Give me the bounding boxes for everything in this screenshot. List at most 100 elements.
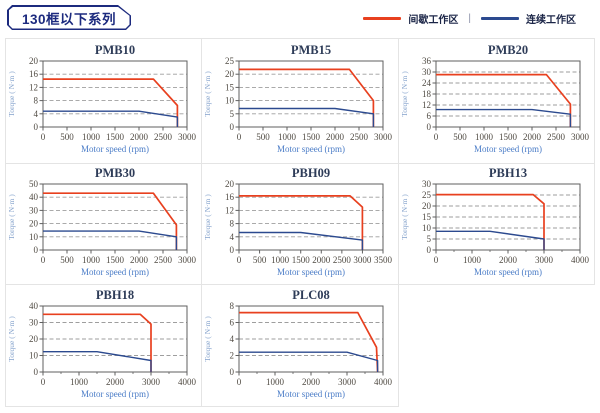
y-tick-label: 40 [29, 301, 39, 311]
x-tick-label: 1500 [106, 255, 125, 265]
x-tick-label: 3000 [535, 255, 554, 265]
y-axis-label: Torque ( N·m ) [7, 194, 16, 240]
continuous-zone-line [239, 107, 375, 127]
plot-border [238, 60, 384, 128]
y-tick-label: 20 [225, 179, 235, 189]
y-tick-label: 20 [29, 56, 39, 66]
chart-svg-pmb10: PMB10 0 4 8 12 16 20 0 500 1000 1500 2000 2500 3000 Mo… [7, 43, 197, 154]
page-title: 130框以下系列 [21, 11, 117, 27]
x-tick-label: 2500 [333, 255, 352, 265]
y-tick-label: 30 [29, 317, 39, 327]
x-tick-label: 3000 [338, 377, 357, 387]
page-header: 130框以下系列 间歇工作区 | 连续工作区 [0, 0, 600, 38]
y-tick-label: 8 [230, 301, 235, 311]
x-tick-label: 2500 [350, 132, 369, 142]
intermittent-zone-line [43, 192, 178, 250]
y-tick-label: 20 [225, 69, 235, 79]
chart-svg-pmb15: PMB15 0 5 10 15 20 25 0 500 1000 1500 2000 2500 3000 M… [203, 43, 393, 154]
chart-cell-pmb15: PMB15 0 5 10 15 20 25 0 500 1000 1500 2000 2500 3000 M… [202, 39, 399, 164]
x-tick-label: 0 [237, 132, 242, 142]
y-tick-label: 10 [422, 223, 432, 233]
y-tick-label: 36 [422, 56, 432, 66]
continuous-zone-line [43, 230, 178, 250]
y-tick-label: 30 [422, 67, 432, 77]
x-tick-label: 2000 [130, 255, 149, 265]
legend-label-intermittent: 间歇工作区 [408, 15, 459, 26]
plot-border [238, 183, 384, 251]
intermittent-zone-line [239, 195, 364, 250]
x-tick-label: 1000 [70, 377, 89, 387]
x-axis-label: Motor speed (rpm) [277, 144, 345, 154]
y-tick-label: 12 [422, 100, 431, 110]
x-tick-label: 1000 [82, 255, 101, 265]
intermittent-zone-line [435, 193, 545, 250]
chart-title: PMB15 [291, 43, 331, 57]
x-tick-label: 2000 [302, 377, 321, 387]
plot-border [42, 60, 188, 128]
y-axis-label: Torque ( N·m ) [7, 315, 16, 361]
y-tick-label: 30 [29, 205, 39, 215]
continuous-zone-line [43, 110, 179, 127]
series-title-tag-fill [9, 7, 130, 29]
x-tick-label: 2000 [499, 255, 518, 265]
y-tick-label: 20 [29, 334, 39, 344]
x-tick-label: 0 [434, 255, 439, 265]
x-tick-label: 2500 [154, 255, 173, 265]
x-tick-label: 1000 [475, 132, 494, 142]
y-tick-label: 8 [34, 96, 39, 106]
chart-cell-pbh18: PBH18 0 10 20 30 40 0 1000 2000 3000 4000 Motor spe… [6, 285, 203, 407]
chart-grid: PMB10 0 4 8 12 16 20 0 500 1000 1500 2000 2500 3000 Mo… [5, 38, 595, 407]
x-tick-label: 4000 [571, 255, 590, 265]
y-tick-label: 4 [230, 232, 235, 242]
continuous-zone-line [435, 108, 571, 127]
x-tick-label: 1500 [302, 132, 321, 142]
x-axis-label: Motor speed (rpm) [81, 267, 149, 277]
chart-title: PMB30 [95, 166, 135, 180]
y-tick-label: 20 [29, 219, 39, 229]
y-tick-label: 16 [225, 192, 235, 202]
x-tick-label: 2000 [313, 255, 332, 265]
y-tick-label: 15 [225, 82, 235, 92]
y-tick-label: 0 [230, 245, 235, 255]
x-tick-label: 1500 [106, 132, 125, 142]
x-tick-label: 1000 [266, 377, 285, 387]
x-tick-label: 3000 [178, 132, 197, 142]
chart-title: PBH09 [292, 166, 330, 180]
legend: 间歇工作区 | 连续工作区 [363, 11, 576, 26]
x-tick-label: 2500 [154, 132, 173, 142]
x-tick-label: 2000 [523, 132, 542, 142]
chart-cell-plc08: PLC08 0 2 4 6 8 0 1000 2000 3000 4000 Motor speed (… [202, 285, 399, 407]
x-tick-label: 2000 [106, 377, 125, 387]
chart-cell-pbh13: PBH13 0 5 10 15 20 25 30 0 1000 2000 3000 4000 Motor … [398, 164, 595, 285]
x-axis-label: Motor speed (rpm) [474, 267, 542, 277]
y-tick-label: 10 [29, 350, 39, 360]
x-tick-label: 2000 [130, 132, 149, 142]
y-tick-label: 15 [422, 212, 432, 222]
continuous-zone-line [239, 231, 364, 250]
x-tick-label: 1500 [292, 255, 311, 265]
x-axis-label: Motor speed (rpm) [81, 389, 149, 399]
continuous-zone-line [239, 350, 379, 372]
y-axis-label: Torque ( N·m ) [400, 71, 409, 117]
chart-cell-pbh09: PBH09 0 4 8 12 16 20 0 500 1000 1500 2000 2500 3000 35… [202, 164, 399, 285]
x-tick-label: 3500 [374, 255, 393, 265]
y-tick-label: 12 [29, 82, 38, 92]
chart-title: PLC08 [293, 288, 331, 302]
x-tick-label: 2500 [547, 132, 566, 142]
chart-title: PBH18 [96, 288, 134, 302]
x-tick-label: 0 [41, 377, 46, 387]
series-title-tag: 130框以下系列 [7, 5, 131, 30]
y-tick-label: 50 [29, 179, 39, 189]
intermittent-zone-line [43, 78, 179, 127]
y-tick-label: 10 [225, 96, 235, 106]
chart-title: PBH13 [489, 166, 527, 180]
x-tick-label: 0 [237, 377, 242, 387]
y-tick-label: 5 [426, 234, 431, 244]
x-axis-label: Motor speed (rpm) [81, 144, 149, 154]
x-tick-label: 500 [60, 132, 74, 142]
y-tick-label: 40 [29, 192, 39, 202]
y-axis-label: Torque ( N·m ) [203, 71, 212, 117]
chart-cell-pmb30: PMB30 0 10 20 30 40 50 0 500 1000 1500 2000 2500 3000… [6, 164, 203, 285]
